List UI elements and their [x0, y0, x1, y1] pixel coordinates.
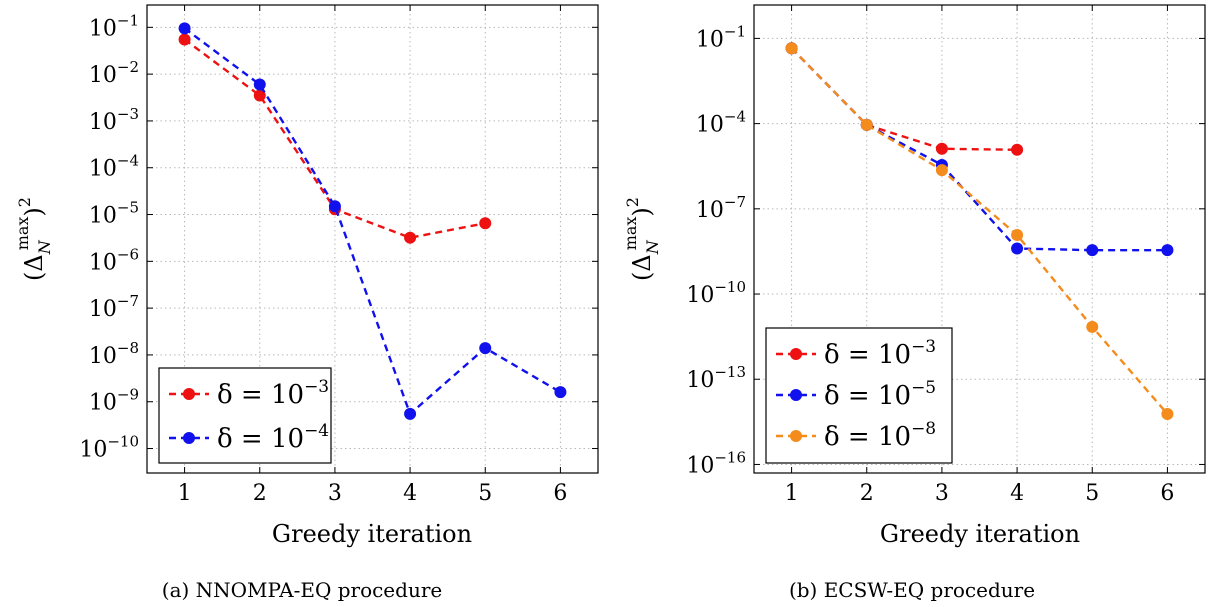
- series-point-1: [1161, 244, 1174, 257]
- series-point-0: [479, 217, 492, 230]
- y-tick-label: 10−1: [696, 22, 746, 52]
- panel-a-ylabel-close: ): [20, 207, 48, 216]
- series-point-1: [479, 342, 492, 355]
- panel-b-series: [785, 42, 1174, 420]
- x-tick-label: 5: [478, 481, 492, 506]
- x-tick-label: 5: [1085, 481, 1099, 506]
- panel-b-caption: (b) ECSW-EQ procedure: [789, 578, 1035, 602]
- legend-label: δ = 10−3: [217, 377, 329, 410]
- series-point-1: [1086, 244, 1099, 257]
- svg-text:(ΔNmax)2: (ΔNmax)2: [621, 197, 662, 281]
- series-point-0: [935, 142, 948, 155]
- series-point-2: [1161, 407, 1174, 420]
- panel-b-ylabel-base: (Δ: [628, 254, 656, 281]
- panel-a-grid: [147, 5, 598, 473]
- panel-a-xlabel: Greedy iteration: [272, 520, 472, 548]
- y-tick-label: 10−8: [89, 339, 139, 369]
- panel-a-caption: (a) NNOMPA-EQ procedure: [162, 578, 442, 602]
- legend-marker: [183, 388, 195, 400]
- legend-marker: [790, 348, 802, 360]
- panel-a-axes-frame: [146, 4, 599, 474]
- x-tick-label: 2: [860, 481, 874, 506]
- x-tick-label: 1: [178, 481, 192, 506]
- series-line-2: [790, 47, 1169, 415]
- series-point-1: [253, 78, 266, 91]
- x-tick-label: 3: [328, 481, 342, 506]
- legend-label: δ = 10−4: [217, 421, 329, 454]
- panel-b-ticks: 1 2 3 4 5 6 10−16 10−13 10−10 10−7 10−4 10−1: [686, 5, 1205, 506]
- x-tick-label: 6: [553, 481, 567, 506]
- panel-b-ylabel-sup: max: [621, 217, 640, 251]
- panel-a-ticks: 1 2 3 4 5 6 10−10 10−9 10−8 10−7 10−6 10−5 10−4 10−3 1…: [79, 5, 598, 506]
- panel-a-ylabel-power: 2: [15, 197, 34, 207]
- y-tick-label: 10−10: [79, 433, 139, 463]
- legend-label: δ = 10−5: [824, 378, 936, 411]
- y-tick-label: 10−2: [89, 58, 139, 88]
- panel-a-legend: δ = 10−3 δ = 10−4: [158, 367, 332, 464]
- series-point-1: [404, 407, 417, 420]
- y-tick-label: 10−7: [696, 193, 746, 223]
- panel-a-series: [178, 22, 567, 420]
- y-tick-label: 10−16: [686, 448, 746, 478]
- x-tick-label: 1: [785, 481, 799, 506]
- panel-b-ylabel-power: 2: [623, 197, 642, 207]
- series-point-1: [328, 200, 341, 213]
- panel-a-ylabel-base: (Δ: [20, 254, 48, 281]
- y-tick-label: 10−5: [89, 199, 139, 229]
- legend-marker: [790, 430, 802, 442]
- series-line-1: [790, 47, 1168, 252]
- series-point-0: [1011, 143, 1024, 156]
- panel-a-ylabel-sup: max: [13, 217, 32, 251]
- legend-marker: [790, 389, 802, 401]
- series-line-1: [183, 27, 562, 416]
- y-tick-label: 10−7: [89, 292, 139, 322]
- panel-a-ylabel: (ΔNmax)2: [13, 197, 54, 281]
- legend-label: δ = 10−3: [824, 337, 936, 370]
- series-point-2: [785, 42, 798, 55]
- y-tick-label: 10−3: [89, 105, 139, 135]
- series-point-2: [860, 118, 873, 131]
- panel-a-ylabel-sub: N: [35, 239, 54, 255]
- series-point-1: [554, 386, 567, 399]
- panel-a: 1 2 3 4 5 6 10−10 10−9 10−8 10−7 10−6 10−5 10−4 10−3 1…: [13, 4, 599, 602]
- panel-b-legend: δ = 10−3 δ = 10−5 δ = 10−8: [765, 327, 953, 464]
- series-point-2: [935, 164, 948, 177]
- panel-b-xlabel: Greedy iteration: [880, 520, 1080, 548]
- x-tick-label: 3: [935, 481, 949, 506]
- y-tick-label: 10−9: [89, 386, 139, 416]
- x-tick-label: 6: [1160, 481, 1174, 506]
- panel-b-grid: [754, 5, 1205, 473]
- legend-box: [158, 367, 332, 464]
- series-point-1: [1011, 242, 1024, 255]
- panel-b-ylabel-sub: N: [643, 239, 662, 255]
- series-line-0: [790, 47, 1018, 151]
- legend-marker: [183, 432, 195, 444]
- y-tick-label: 10−4: [89, 152, 139, 182]
- x-tick-label: 4: [403, 481, 417, 506]
- y-tick-label: 10−6: [89, 245, 139, 275]
- panel-b: 1 2 3 4 5 6 10−16 10−13 10−10 10−7 10−4 10−1 δ = 10…: [621, 4, 1206, 602]
- legend-label: δ = 10−8: [824, 419, 936, 452]
- y-tick-label: 10−13: [686, 363, 746, 393]
- series-point-2: [1011, 228, 1024, 241]
- panel-b-ylabel: (ΔNmax)2: [621, 197, 662, 281]
- series-point-1: [178, 22, 191, 35]
- series-point-2: [1086, 320, 1099, 333]
- y-tick-label: 10−4: [696, 108, 746, 138]
- series-point-0: [178, 33, 191, 46]
- series-point-0: [404, 231, 417, 244]
- panel-b-ylabel-close: ): [628, 207, 656, 216]
- x-tick-label: 2: [253, 481, 267, 506]
- y-tick-label: 10−1: [89, 11, 139, 41]
- y-tick-label: 10−10: [686, 278, 746, 308]
- x-tick-label: 4: [1010, 481, 1024, 506]
- svg-text:(ΔNmax)2: (ΔNmax)2: [13, 197, 54, 281]
- panel-b-axes-frame: [753, 4, 1206, 474]
- series-point-0: [253, 89, 266, 102]
